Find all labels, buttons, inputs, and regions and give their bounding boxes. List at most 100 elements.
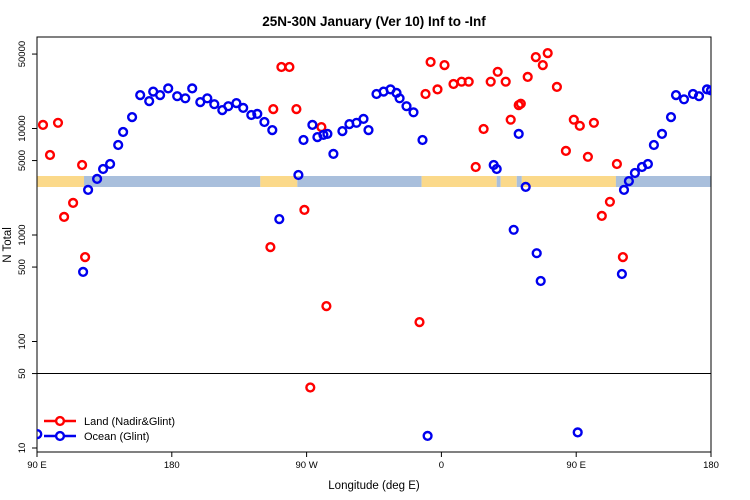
land-point [67, 197, 79, 209]
land-point [52, 117, 64, 128]
surface-band-segment-ocean [297, 176, 422, 187]
ocean-point [531, 248, 542, 259]
land-point [574, 120, 585, 131]
y-tick-label: 50 [17, 368, 28, 379]
ocean-point [82, 184, 94, 196]
land-point [316, 121, 327, 133]
ocean-point [401, 101, 412, 112]
ocean-point [678, 94, 690, 105]
land-point [530, 51, 541, 63]
ocean-point [491, 163, 502, 175]
ocean-point [322, 128, 333, 140]
land-point [58, 211, 70, 223]
ocean-point [127, 111, 138, 123]
ocean-point [417, 134, 428, 146]
land-legend-marker-icon [54, 415, 66, 427]
ocean-point [37, 429, 43, 440]
land-point [265, 242, 276, 253]
x-tick-label: 180 [703, 460, 719, 471]
ocean-point [187, 83, 198, 94]
land-point [448, 78, 459, 90]
land-point [470, 161, 481, 173]
ocean-point [202, 93, 213, 104]
ocean-point [328, 148, 339, 160]
land-point [617, 252, 629, 263]
ocean-point [520, 181, 531, 193]
ocean-point [155, 89, 166, 101]
land-point [522, 71, 533, 83]
y-tick-label: 10000 [17, 115, 28, 141]
legend-label-land: Land (Nadir&Glint) [84, 416, 175, 428]
land-point [604, 196, 616, 207]
ocean-point [172, 91, 183, 102]
ocean-point [513, 128, 524, 140]
ocean-point [209, 99, 220, 110]
x-tick-label: 180 [164, 460, 180, 471]
ocean-point [623, 176, 635, 187]
land-point [79, 252, 91, 263]
ocean-point [238, 102, 249, 114]
surface-band [37, 176, 711, 187]
x-axis-title: Longitude (deg E) [328, 480, 420, 492]
land-point [463, 76, 474, 87]
land-point [542, 47, 553, 59]
surface-band-segment-land [521, 176, 616, 187]
ocean-point [535, 275, 546, 287]
ocean-legend-marker-icon [54, 430, 66, 442]
land-point [478, 123, 489, 135]
surface-band-segment-ocean [615, 176, 711, 187]
ocean-point [231, 97, 242, 109]
ocean-point [629, 167, 641, 179]
land-point [321, 301, 332, 312]
land-point [37, 119, 49, 131]
ocean-point [77, 266, 89, 278]
surface-band-segment-ocean [516, 176, 522, 187]
ocean-point [408, 107, 419, 118]
ocean-point [144, 95, 155, 107]
land-point [299, 204, 310, 216]
land-point [432, 84, 443, 95]
ocean-point [508, 224, 519, 235]
ocean-point [274, 214, 285, 225]
y-tick-label: 5000 [17, 150, 28, 171]
ocean-point [705, 85, 711, 96]
surface-band-segment-land [500, 176, 517, 187]
y-axis-title: N Total [2, 227, 14, 263]
ocean-point [693, 91, 705, 102]
ocean-point [363, 125, 374, 136]
ocean-point [616, 268, 628, 280]
land-point [76, 159, 88, 171]
land-point [515, 98, 526, 109]
x-tick-label: 90 W [296, 460, 318, 471]
legend-item-ocean: Ocean (Glint) [44, 430, 149, 443]
legend-item-land: Land (Nadir&Glint) [44, 415, 175, 428]
land-point [505, 114, 516, 125]
land-point [500, 76, 511, 87]
ocean-point [337, 126, 348, 137]
ocean-point [104, 158, 116, 170]
data-points-layer [37, 47, 711, 442]
land-point [268, 103, 279, 115]
land-point [414, 317, 425, 328]
ocean-point [223, 101, 234, 112]
ocean-point [246, 109, 257, 121]
land-point [439, 59, 450, 71]
land-point [551, 81, 563, 93]
surface-band-segment-land [260, 176, 298, 187]
ocean-point [572, 427, 583, 438]
y-tick-label: 50000 [17, 41, 28, 67]
y-tick-label: 10 [17, 443, 28, 454]
ocean-point [656, 128, 668, 140]
surface-band-segment-ocean [496, 176, 501, 187]
land-point [305, 382, 316, 393]
x-tick-label: 0 [439, 460, 444, 471]
ocean-point [293, 169, 304, 181]
ocean-point [113, 139, 124, 151]
ocean-point [307, 119, 318, 131]
ocean-series [37, 83, 711, 442]
ocean-point [642, 158, 654, 170]
ocean-point [670, 89, 682, 101]
ocean-point [135, 89, 146, 101]
land-point [537, 59, 548, 71]
land-point [420, 88, 431, 100]
